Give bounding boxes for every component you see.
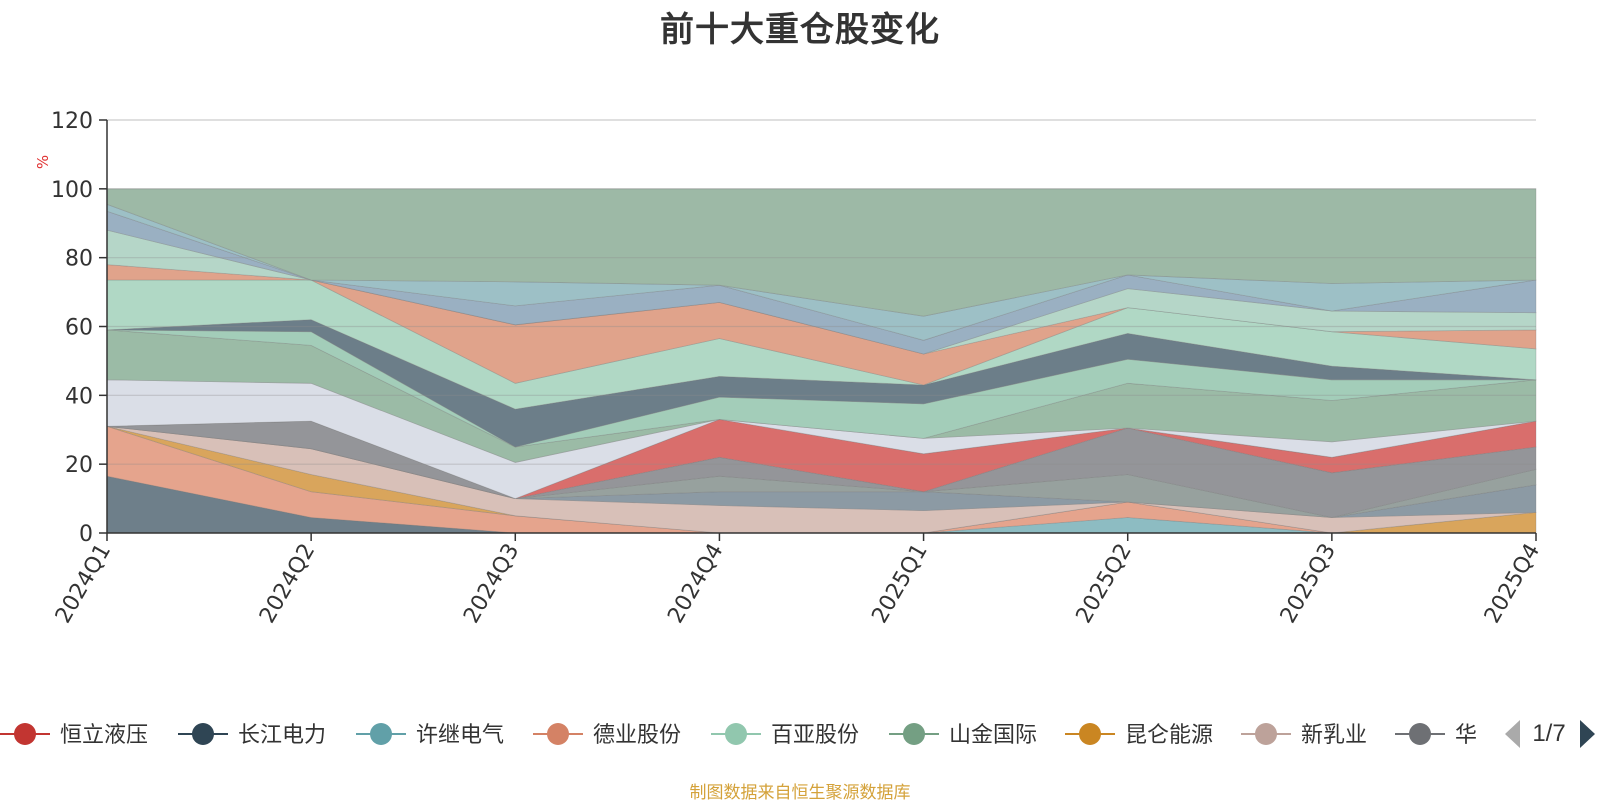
- area-series-band: [106, 229, 1537, 355]
- legend-item[interactable]: 山金国际: [889, 723, 1037, 748]
- area-series-band: [106, 203, 1537, 341]
- area-series-band: [106, 329, 1537, 463]
- legend-label: 恒立液压: [60, 723, 148, 748]
- x-tick-label: 2024Q3: [459, 540, 524, 628]
- legend-pager: 1/7: [1505, 720, 1595, 748]
- x-tick-label: 2024Q1: [51, 540, 116, 628]
- legend-circle-marker: [1079, 723, 1101, 745]
- legend-label: 长江电力: [238, 723, 326, 748]
- legend-item[interactable]: 昆仑能源: [1065, 723, 1213, 748]
- legend-circle-marker: [903, 723, 925, 745]
- legend-label: 百亚股份: [771, 723, 859, 748]
- legend-label: 华: [1455, 723, 1477, 748]
- y-axis-unit-label: %: [34, 155, 52, 169]
- area-series-band: [106, 264, 1537, 386]
- legend-item[interactable]: 新乳业: [1241, 723, 1367, 748]
- area-series-band: [106, 425, 1537, 534]
- legend-circle-marker: [1255, 723, 1277, 745]
- legend-label: 昆仑能源: [1125, 723, 1213, 748]
- legend-item[interactable]: 长江电力: [178, 723, 326, 748]
- x-tick-label: 2024Q4: [663, 540, 728, 628]
- x-tick-label: 2025Q1: [867, 540, 932, 628]
- x-tick-label: 2025Q4: [1480, 540, 1545, 628]
- y-tick-label: 20: [65, 453, 93, 478]
- legend-item[interactable]: 德业股份: [533, 723, 681, 748]
- legend-circle-marker: [1409, 723, 1431, 745]
- area-series-band: [106, 420, 1537, 518]
- y-tick-label: 120: [51, 109, 93, 134]
- legend-label: 德业股份: [593, 723, 681, 748]
- legend-label: 新乳业: [1301, 723, 1367, 748]
- legend-item[interactable]: 许继电气: [356, 723, 504, 748]
- x-tick-label: 2025Q3: [1276, 540, 1341, 628]
- gridlines: [107, 119, 1536, 465]
- legend-item[interactable]: 华: [1395, 723, 1477, 748]
- legend-item[interactable]: 百亚股份: [711, 723, 859, 748]
- x-tick-label: 2024Q2: [255, 540, 320, 628]
- area-series-group: [106, 188, 1537, 534]
- area-series-band: [106, 188, 1537, 317]
- y-tick-label: 0: [79, 522, 93, 547]
- legend-circle-marker: [725, 723, 747, 745]
- y-tick-label: 100: [51, 178, 93, 203]
- y-tick-label: 40: [65, 384, 93, 409]
- y-tick-label: 60: [65, 316, 93, 341]
- legend-label: 许继电气: [416, 723, 504, 748]
- source-note: 制图数据来自恒生聚源数据库: [689, 783, 911, 803]
- legend: 恒立液压 长江电力 许继电气 德业股份 百亚股份 山金国际 昆仑能源 新乳业 华: [0, 723, 1477, 748]
- y-tick-label: 80: [65, 247, 93, 272]
- legend-item[interactable]: 恒立液压: [0, 723, 148, 748]
- legend-page-indicator: 1/7: [1532, 720, 1565, 747]
- legend-label: 山金国际: [949, 723, 1037, 748]
- legend-circle-marker: [192, 723, 214, 745]
- chart-title: 前十大重仓股变化: [660, 10, 940, 50]
- x-tick-label: 2025Q2: [1072, 540, 1137, 628]
- legend-circle-marker: [370, 723, 392, 745]
- legend-circle-marker: [547, 723, 569, 745]
- legend-prev-arrow-icon[interactable]: [1505, 720, 1520, 748]
- legend-circle-marker: [14, 723, 36, 745]
- legend-next-arrow-icon[interactable]: [1580, 720, 1595, 748]
